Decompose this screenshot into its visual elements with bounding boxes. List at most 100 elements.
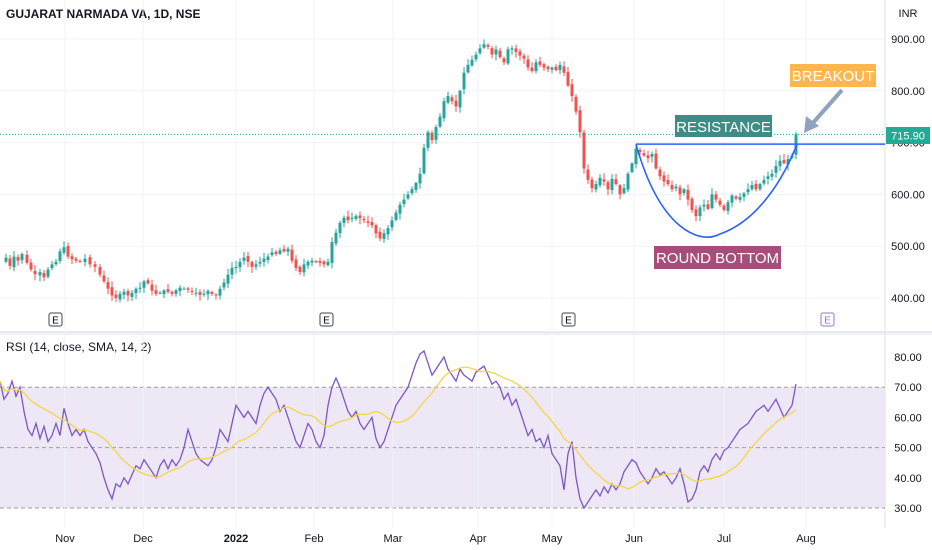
candle-body	[674, 186, 678, 189]
candle-body	[202, 293, 206, 295]
earnings-marker[interactable]	[561, 312, 576, 327]
candle-body	[550, 67, 554, 70]
candle-body	[382, 233, 386, 239]
candle-body	[398, 204, 402, 214]
candle-body	[710, 194, 714, 209]
candle-body	[402, 199, 406, 204]
breakout-label: BREAKOUT	[792, 68, 875, 85]
candle-body	[142, 281, 146, 288]
candle-body	[726, 202, 730, 211]
candle-body	[138, 287, 142, 289]
currency-label: INR	[899, 8, 918, 20]
candle-body	[690, 198, 694, 210]
breakout-label-bg	[790, 64, 876, 87]
candle-body	[730, 195, 734, 203]
candle-body	[334, 232, 338, 244]
candle-body	[598, 177, 602, 186]
candle-body	[422, 147, 426, 174]
earnings-marker-text: E	[52, 316, 59, 327]
candle-body	[246, 256, 250, 262]
candle-body	[122, 291, 126, 295]
candle-body	[646, 155, 650, 159]
rsi-tick-label: 60.00	[894, 412, 922, 424]
candles	[4, 39, 798, 303]
candle-body	[510, 48, 514, 50]
candle-body	[566, 72, 570, 86]
rsi-sma-line	[0, 366, 797, 490]
earnings-marker-text: E	[824, 316, 831, 327]
candle-body	[630, 163, 634, 173]
price-tick-label: 500.00	[891, 241, 925, 253]
round-bottom-curve[interactable]	[635, 143, 798, 238]
candle-body	[294, 259, 298, 268]
round-bottom-label-bg	[654, 246, 781, 269]
candle-body	[190, 290, 194, 292]
time-tick-label: Mar	[384, 533, 403, 545]
time-tick-label: May	[542, 533, 563, 545]
candle-body	[662, 175, 666, 182]
candle-body	[430, 132, 434, 141]
candle-body	[574, 96, 578, 112]
candle-body	[778, 160, 782, 167]
earnings-marker[interactable]	[820, 312, 835, 327]
candle-body	[242, 257, 246, 261]
candle-body	[114, 294, 118, 298]
candle-body	[46, 269, 50, 277]
candle-body	[762, 179, 766, 184]
earnings-marker[interactable]	[48, 312, 63, 327]
candle-body	[83, 258, 87, 263]
candle-body	[302, 264, 306, 273]
candle-body	[626, 173, 630, 190]
time-tick-label: 2022	[224, 533, 248, 545]
earnings-marker[interactable]	[319, 312, 334, 327]
candle-body	[278, 250, 282, 254]
candle-body	[262, 258, 266, 262]
candle-body	[786, 159, 790, 165]
candle-body	[462, 72, 466, 90]
last-price-value: 715.90	[891, 131, 925, 143]
candle-body	[742, 193, 746, 197]
candle-body	[310, 260, 314, 263]
candle-body	[16, 256, 20, 261]
candle-body	[66, 246, 70, 257]
candle-body	[410, 189, 414, 194]
candle-body	[158, 292, 162, 294]
time-tick-label: Aug	[796, 533, 816, 545]
candle-body	[70, 256, 74, 260]
candle-body	[654, 153, 658, 169]
candle-body	[770, 173, 774, 177]
candle-body	[590, 179, 594, 189]
candle-body	[170, 291, 174, 294]
candle-body	[290, 249, 294, 261]
candle-body	[74, 258, 78, 261]
candle-body	[426, 132, 430, 148]
price-grid	[0, 0, 885, 528]
candle-body	[610, 178, 614, 191]
candle-body	[750, 185, 754, 190]
candle-body	[478, 48, 482, 54]
candle-body	[522, 55, 526, 59]
price-tick-label: 800.00	[891, 86, 925, 98]
candle-body	[406, 194, 410, 199]
candle-body	[118, 293, 122, 300]
candle-body	[390, 220, 394, 228]
candle-body	[414, 183, 418, 191]
candle-body	[282, 248, 286, 252]
time-tick-label: Dec	[133, 533, 153, 545]
candle-body	[25, 254, 29, 263]
candle-body	[12, 256, 16, 268]
price-tick-label: 600.00	[891, 189, 925, 201]
candle-body	[206, 290, 210, 295]
candle-body	[490, 48, 494, 55]
candle-body	[266, 256, 270, 261]
time-tick-label: Feb	[305, 533, 324, 545]
breakout-arrow-head	[804, 116, 819, 133]
candle-body	[270, 252, 274, 256]
candle-body	[782, 160, 786, 164]
candle-body	[458, 90, 462, 108]
candle-body	[618, 185, 622, 195]
candle-body	[746, 189, 750, 193]
candle-body	[634, 148, 638, 165]
candle-body	[734, 196, 738, 199]
